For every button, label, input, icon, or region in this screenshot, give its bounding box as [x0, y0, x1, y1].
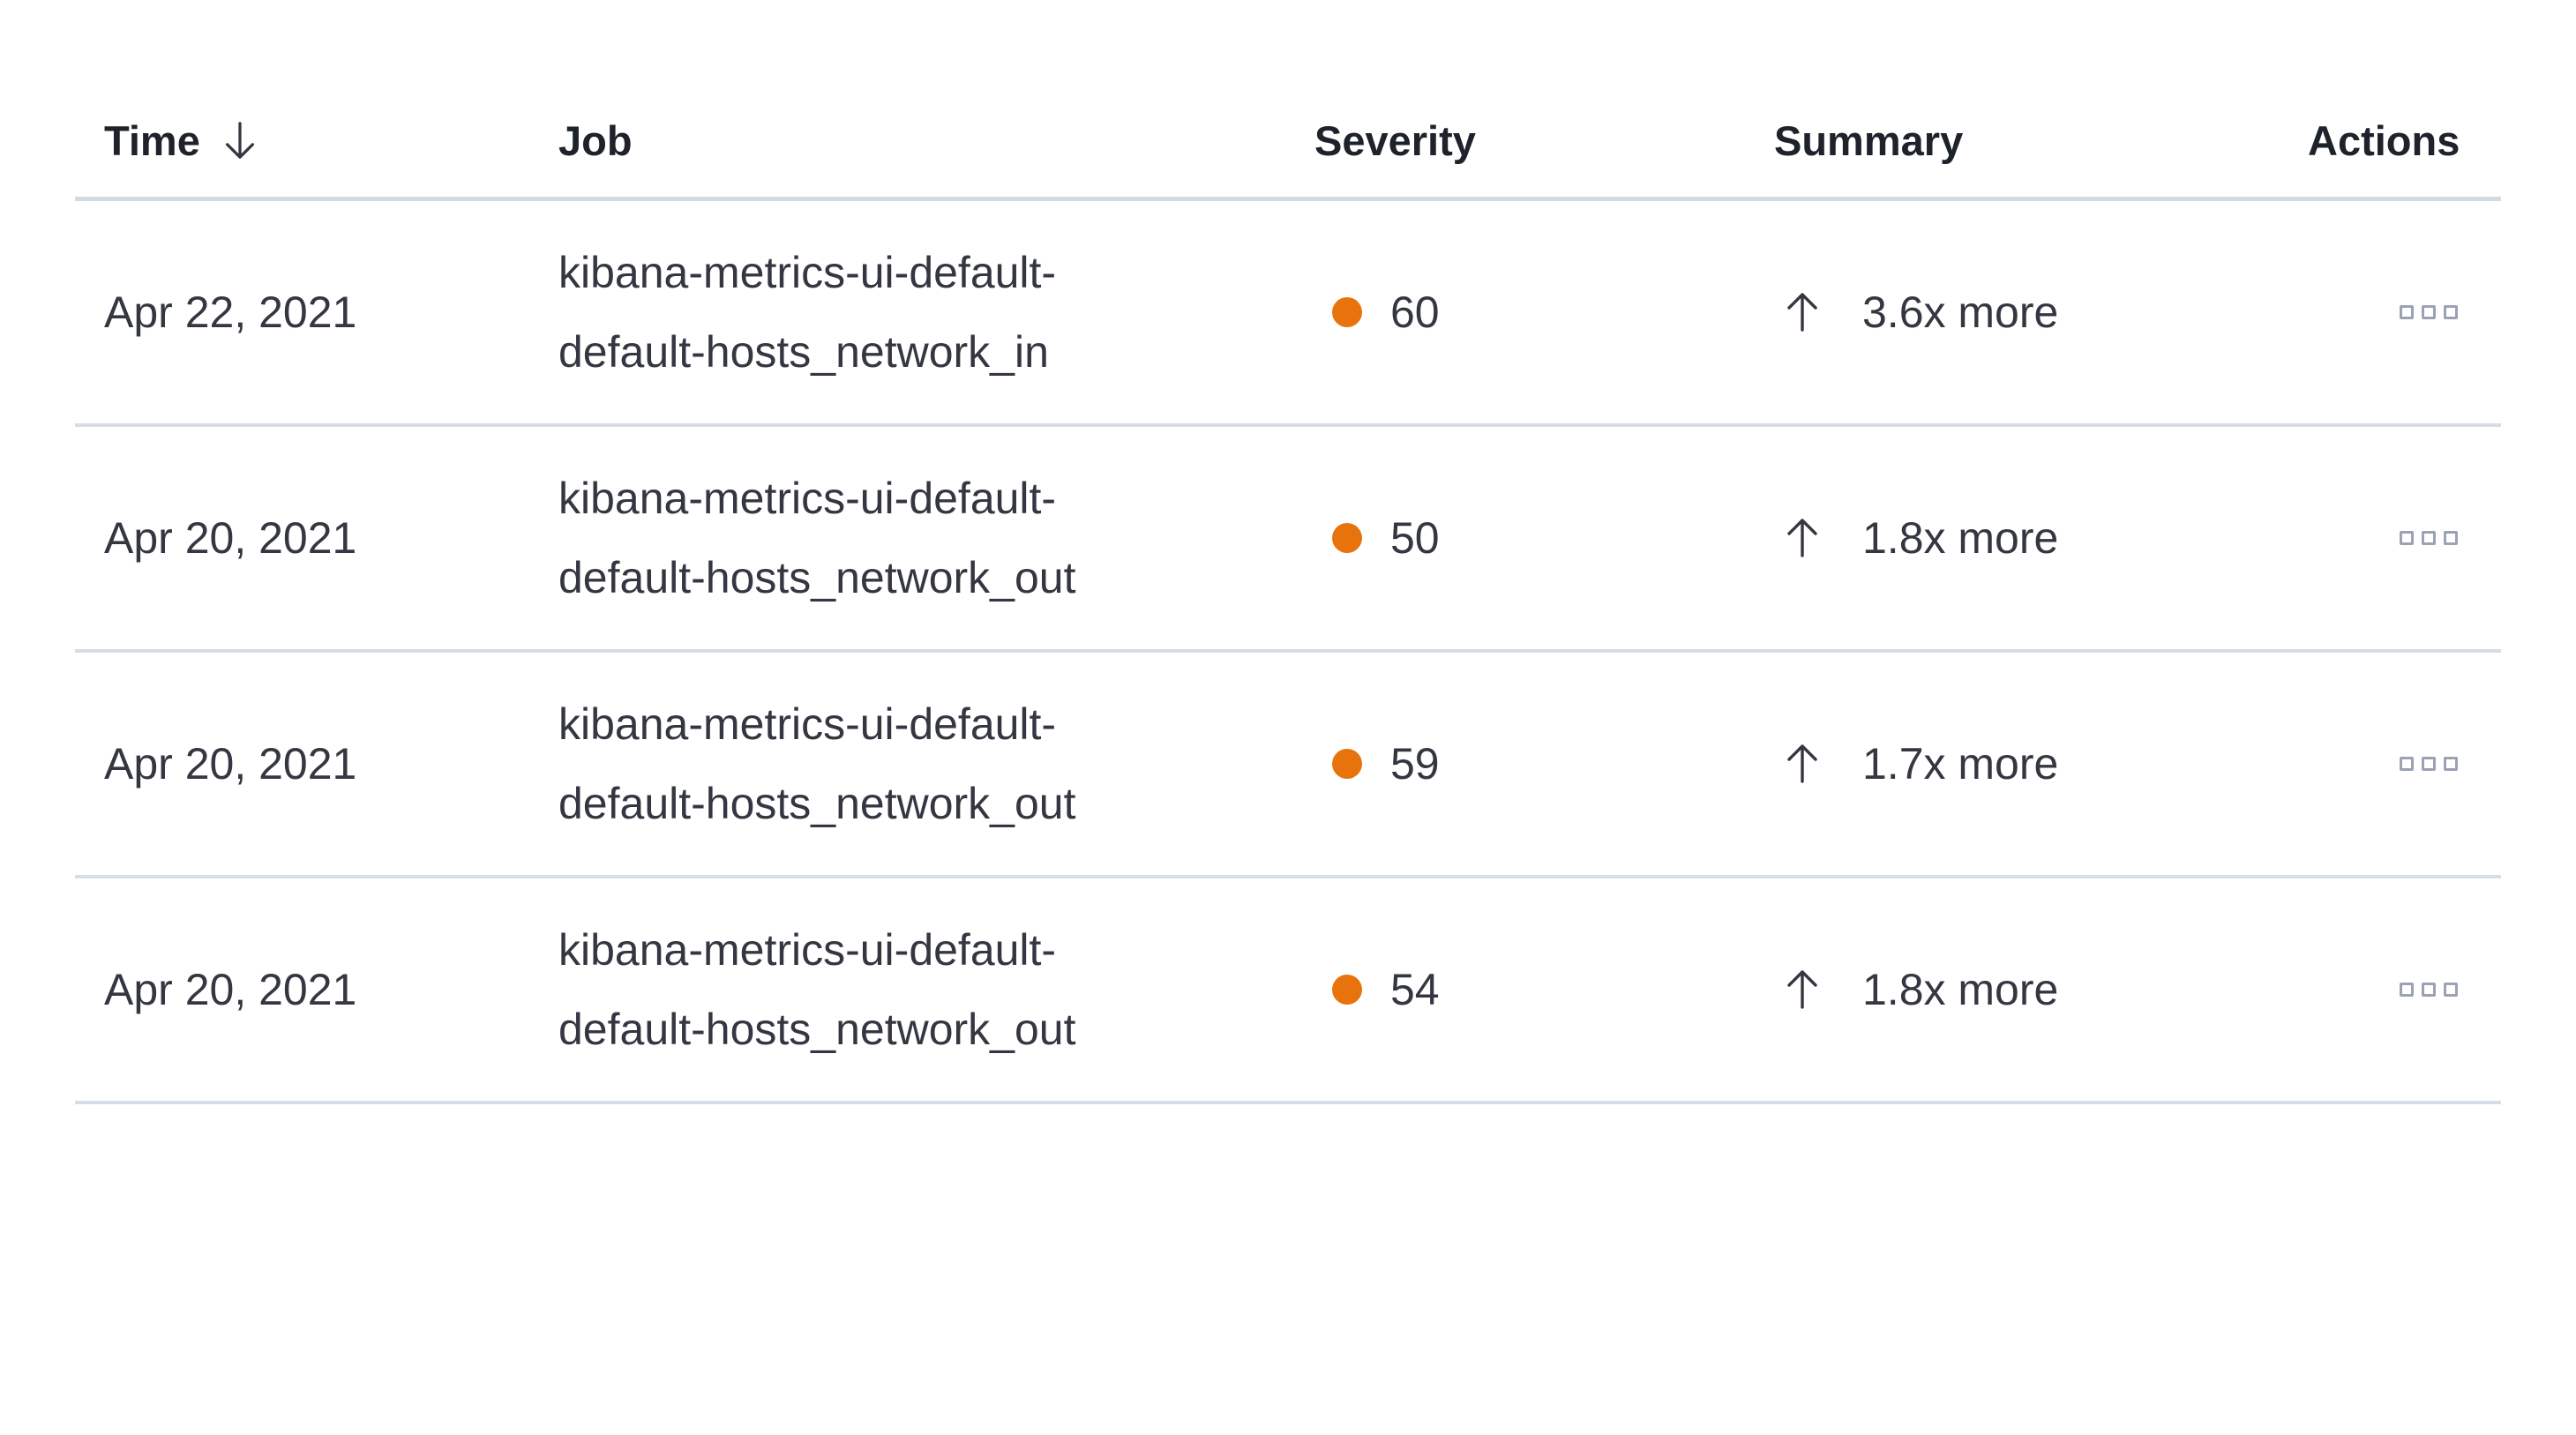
- cell-time: Apr 20, 2021: [104, 739, 357, 789]
- cell-severity: 59: [1314, 738, 1774, 789]
- column-header-severity: Severity: [1314, 116, 1476, 164]
- table-row: Apr 22, 2021 kibana-metrics-ui-default- …: [75, 201, 2501, 427]
- column-header-summary: Summary: [1774, 116, 1964, 164]
- summary-text: 1.7x more: [1862, 739, 2059, 789]
- cell-severity: 50: [1314, 512, 1774, 564]
- cell-time: Apr 20, 2021: [104, 965, 357, 1014]
- severity-dot-icon: [1332, 749, 1362, 779]
- row-actions-button[interactable]: [2400, 983, 2458, 997]
- cell-summary: 3.6x more: [1774, 287, 2308, 338]
- row-actions-button[interactable]: [2400, 531, 2458, 545]
- column-header-job: Job: [558, 116, 633, 164]
- severity-dot-icon: [1332, 975, 1362, 1005]
- sort-desc-arrow-icon: [220, 118, 260, 162]
- table-header-row: Time Job Severity Summary Actions: [75, 84, 2501, 201]
- row-actions-button[interactable]: [2400, 305, 2458, 319]
- boxes-horizontal-icon: [2400, 305, 2414, 319]
- job-name-line2: default-hosts_network_out: [558, 553, 1076, 602]
- cell-time: Apr 20, 2021: [104, 513, 357, 563]
- severity-value: 60: [1390, 288, 1440, 337]
- summary-text: 1.8x more: [1862, 965, 2059, 1014]
- severity-value: 59: [1390, 739, 1440, 789]
- cell-severity: 54: [1314, 964, 1774, 1015]
- cell-summary: 1.8x more: [1774, 964, 2308, 1015]
- severity-value: 50: [1390, 513, 1440, 563]
- table-row: Apr 20, 2021 kibana-metrics-ui-default- …: [75, 878, 2501, 1104]
- boxes-horizontal-icon: [2400, 531, 2414, 545]
- cell-actions: [2308, 531, 2501, 545]
- column-header-time-label: Time: [104, 116, 200, 164]
- job-name-line1: kibana-metrics-ui-default-: [558, 248, 1057, 297]
- cell-job: kibana-metrics-ui-default- default-hosts…: [558, 233, 1314, 392]
- anomalies-table: Time Job Severity Summary Actions Apr 22…: [75, 84, 2501, 1104]
- cell-summary: 1.8x more: [1774, 512, 2308, 564]
- severity-dot-icon: [1332, 523, 1362, 553]
- summary-text: 3.6x more: [1862, 288, 2059, 337]
- cell-job: kibana-metrics-ui-default- default-hosts…: [558, 459, 1314, 617]
- table-row: Apr 20, 2021 kibana-metrics-ui-default- …: [75, 427, 2501, 653]
- severity-value: 54: [1390, 965, 1440, 1014]
- boxes-horizontal-icon: [2400, 757, 2414, 771]
- job-name-line2: default-hosts_network_out: [558, 779, 1076, 828]
- arrow-up-icon: [1781, 741, 1823, 787]
- cell-job: kibana-metrics-ui-default- default-hosts…: [558, 910, 1314, 1069]
- row-actions-button[interactable]: [2400, 757, 2458, 771]
- job-name-line2: default-hosts_network_out: [558, 1005, 1076, 1054]
- arrow-up-icon: [1781, 515, 1823, 561]
- arrow-up-icon: [1781, 289, 1823, 335]
- column-header-actions: Actions: [2308, 116, 2460, 164]
- summary-text: 1.8x more: [1862, 513, 2059, 563]
- job-name-line2: default-hosts_network_in: [558, 327, 1049, 377]
- boxes-horizontal-icon: [2400, 983, 2414, 997]
- arrow-up-icon: [1781, 967, 1823, 1013]
- cell-severity: 60: [1314, 287, 1774, 338]
- job-name-line1: kibana-metrics-ui-default-: [558, 925, 1057, 975]
- cell-summary: 1.7x more: [1774, 738, 2308, 789]
- cell-time: Apr 22, 2021: [104, 288, 357, 337]
- table-row: Apr 20, 2021 kibana-metrics-ui-default- …: [75, 653, 2501, 878]
- cell-job: kibana-metrics-ui-default- default-hosts…: [558, 684, 1314, 843]
- cell-actions: [2308, 983, 2501, 997]
- column-header-time[interactable]: Time: [75, 116, 558, 165]
- cell-actions: [2308, 757, 2501, 771]
- severity-dot-icon: [1332, 297, 1362, 327]
- job-name-line1: kibana-metrics-ui-default-: [558, 699, 1057, 749]
- cell-actions: [2308, 305, 2501, 319]
- job-name-line1: kibana-metrics-ui-default-: [558, 474, 1057, 523]
